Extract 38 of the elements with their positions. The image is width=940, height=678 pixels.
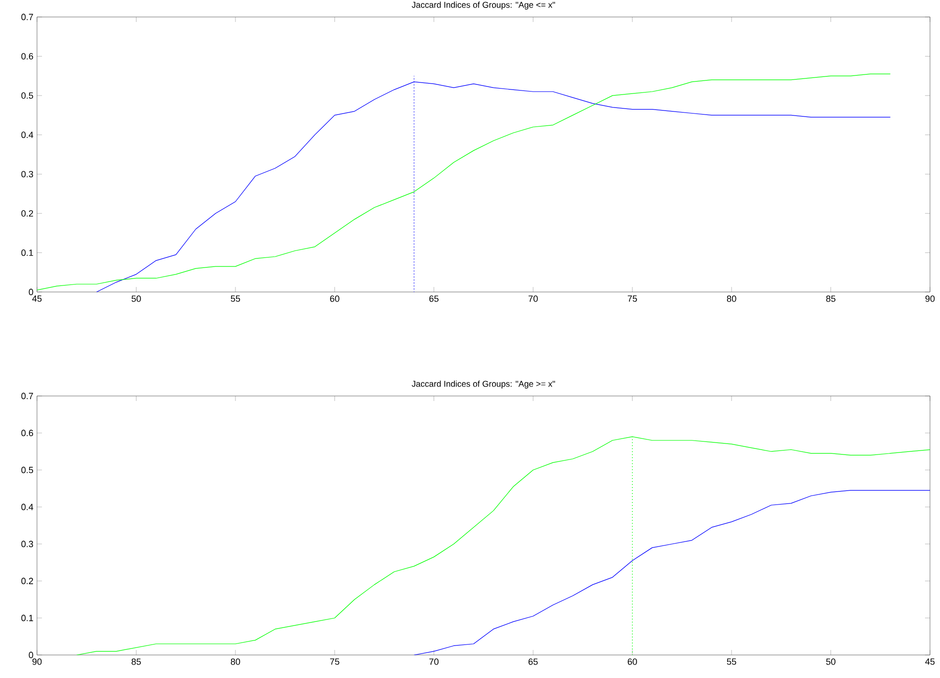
x-tick-label: 50	[826, 658, 836, 665]
y-tick-label: 0.4	[21, 132, 34, 138]
y-tick-label: 0.7	[21, 392, 34, 400]
x-tick-label: 90	[32, 658, 42, 665]
y-tick-label: 0.2	[21, 210, 34, 217]
y-tick-label: 0.2	[21, 578, 34, 584]
x-tick-label: 65	[528, 658, 538, 665]
x-tick-label: 60	[330, 296, 340, 302]
y-tick-label: 0	[28, 288, 34, 296]
x-tick-label: 60	[628, 658, 637, 665]
y-tick-label: 0.6	[21, 430, 34, 436]
y-tick-label: 0.7	[21, 14, 34, 20]
y-tick-label: 0.3	[21, 540, 34, 548]
x-tick-label: 65	[429, 296, 439, 302]
x-tick-label: 85	[826, 296, 836, 302]
x-tick-label: 45	[32, 296, 42, 302]
x-tick-label: 80	[726, 296, 736, 302]
x-tick-label: 80	[230, 658, 240, 665]
x-tick-label: 70	[429, 658, 439, 665]
y-tick-label: 0.5	[21, 92, 34, 99]
y-tick-label: 0.1	[21, 614, 34, 622]
y-tick-label: 0	[28, 652, 34, 658]
y-tick-label: 0.1	[21, 250, 34, 256]
x-tick-label: 85	[132, 658, 141, 665]
x-tick-label: 50	[132, 296, 141, 302]
x-tick-label: 90	[925, 296, 935, 302]
y-tick-label: 0.3	[21, 170, 34, 178]
x-tick-label: 55	[726, 658, 736, 665]
chart-title: Jaccard Indices of Groups: "Age <= x"	[412, 2, 556, 10]
y-tick-label: 0.5	[21, 466, 34, 474]
y-tick-label: 0.4	[21, 504, 34, 510]
y-tick-label: 0.6	[21, 53, 34, 60]
x-tick-label: 55	[230, 296, 240, 302]
x-tick-label: 45	[925, 658, 935, 665]
x-tick-label: 75	[330, 658, 340, 665]
chart-title: Jaccard Indices of Groups: "Age >= x"	[412, 380, 555, 388]
x-tick-label: 70	[528, 296, 538, 302]
x-tick-label: 75	[628, 296, 637, 302]
